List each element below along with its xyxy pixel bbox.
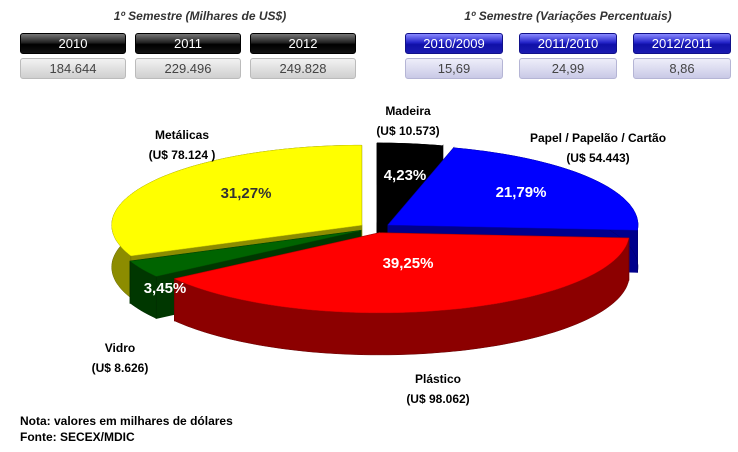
slice: [387, 147, 639, 231]
slice: [376, 142, 444, 224]
period-header: 2012: [250, 33, 356, 54]
slice-amount: (U$ 78.124 ): [149, 148, 216, 162]
slice: [111, 144, 362, 257]
panel-title: 1º Semestre (Variações Percentuais): [464, 9, 672, 23]
slice-label: Metálicas: [155, 128, 209, 142]
period-value: 229.496: [135, 58, 241, 79]
slice-percent: 31,27%: [221, 185, 272, 202]
period-header: 2011: [135, 33, 241, 54]
note: Fonte: SECEX/MDIC: [20, 430, 135, 444]
period-value: 8,86: [633, 58, 731, 79]
period-value: 15,69: [405, 58, 503, 79]
slice-percent: 4,23%: [384, 167, 427, 184]
slice-label: Vidro: [105, 341, 135, 355]
slice-amount: (U$ 98.062): [406, 392, 469, 406]
period-header: 2011/2010: [519, 33, 617, 54]
period-header: 2010: [20, 33, 126, 54]
slice-percent: 21,79%: [496, 184, 547, 201]
period-value: 184.644: [20, 58, 126, 79]
period-value: 249.828: [250, 58, 356, 79]
slice-label: Papel / Papelão / Cartão: [530, 131, 666, 145]
note: Nota: valores em milhares de dólares: [20, 414, 233, 428]
slice-label: Madeira: [385, 104, 431, 118]
period-header: 2012/2011: [633, 33, 731, 54]
slice-percent: 39,25%: [383, 255, 434, 272]
period-value: 24,99: [519, 58, 617, 79]
slice-amount: (U$ 54.443): [566, 151, 629, 165]
slice: [129, 230, 362, 277]
slice-label: Plástico: [415, 372, 461, 386]
slice: [173, 232, 630, 314]
slice-amount: (U$ 10.573): [376, 124, 439, 138]
slice-percent: 3,45%: [144, 280, 187, 297]
slice-amount: (U$ 8.626): [92, 361, 149, 375]
panel-title: 1º Semestre (Milhares de US$): [113, 9, 287, 23]
period-header: 2010/2009: [405, 33, 503, 54]
